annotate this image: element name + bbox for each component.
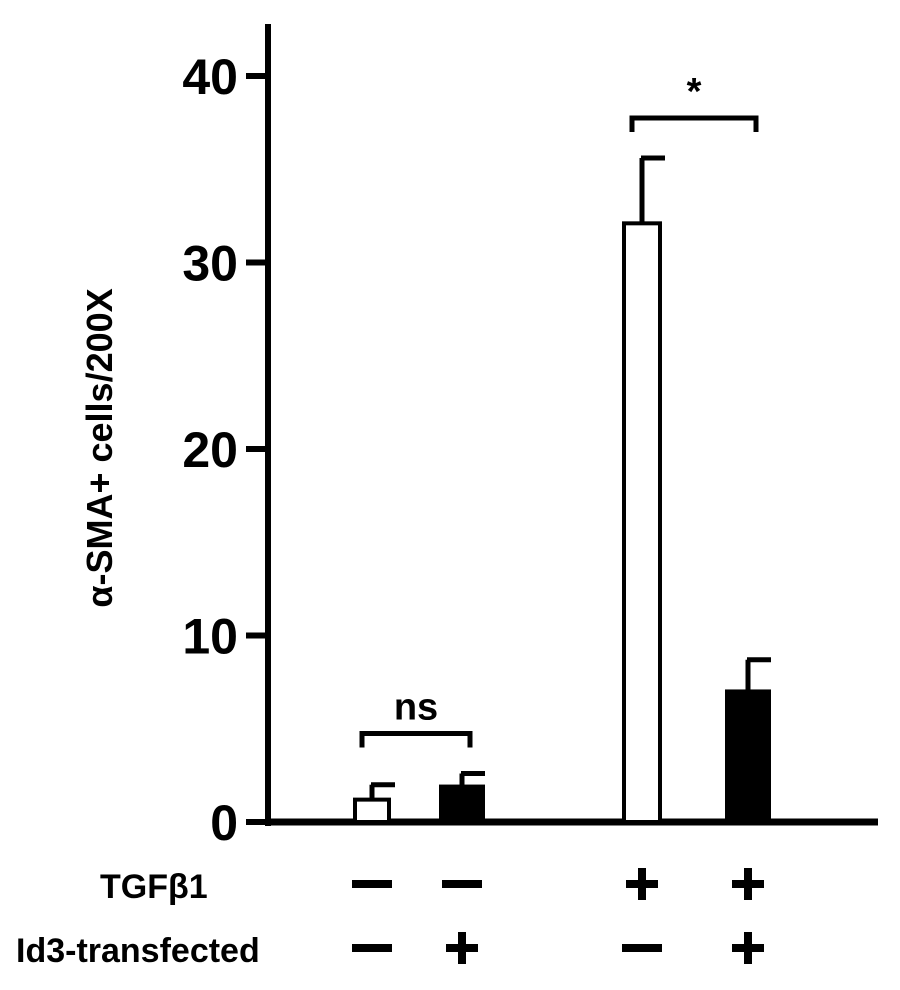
y-axis-label: α-SMA+ cells/200X [79, 288, 120, 607]
axes [265, 24, 878, 826]
y-ticks: 0 10 20 30 40 [182, 49, 268, 851]
bar [353, 797, 391, 824]
bars [353, 155, 771, 825]
bar [725, 689, 771, 825]
y-tick-label: 10 [182, 609, 238, 665]
significance-label: ns [394, 687, 438, 729]
significance-label: * [687, 71, 702, 113]
significance-bracket [359, 731, 473, 748]
significance-brackets: ns * [359, 71, 759, 748]
bar [622, 221, 662, 824]
y-tick-label: 0 [210, 795, 238, 851]
significance-bracket [629, 115, 759, 133]
condition-label-id3-transfected: Id3-transfected [16, 932, 260, 970]
bar [439, 784, 485, 825]
y-tick-label: 40 [182, 49, 238, 105]
condition-label-tgfb1: TGFβ1 [100, 868, 208, 906]
condition-table: TGFβ1 Id3-transfected [16, 868, 764, 970]
y-tick-label: 20 [182, 422, 238, 478]
y-tick-label: 30 [182, 236, 238, 292]
